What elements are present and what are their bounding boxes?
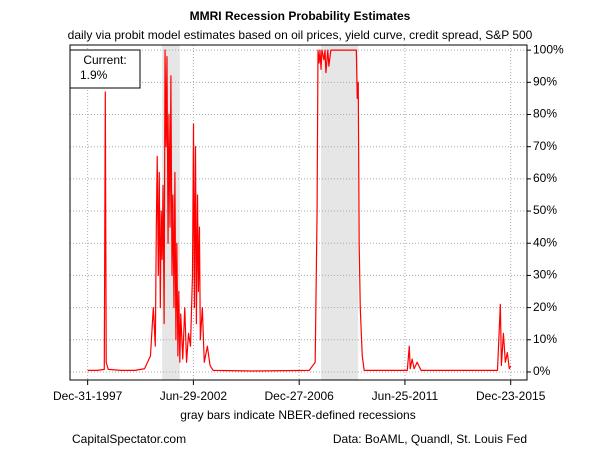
source-left: CapitalSpectator.com bbox=[72, 432, 186, 446]
y-tick-label: 50% bbox=[533, 203, 557, 217]
y-tick-label: 10% bbox=[533, 332, 557, 346]
plot-frame bbox=[69, 44, 528, 381]
recession-bar bbox=[321, 45, 359, 380]
annotation-label: Current: bbox=[83, 53, 126, 67]
y-tick-label: 100% bbox=[533, 42, 564, 56]
x-tick-label: Dec-27-2006 bbox=[264, 389, 334, 403]
y-tick-label: 90% bbox=[533, 75, 557, 89]
y-tick-label: 0% bbox=[533, 364, 551, 378]
y-tick-label: 40% bbox=[533, 235, 557, 249]
chart-subtitle: daily via probit model estimates based o… bbox=[68, 28, 533, 42]
annotation-value: 1.9% bbox=[80, 68, 108, 82]
data-line bbox=[87, 49, 512, 372]
x-tick-label: Jun-29-2002 bbox=[160, 389, 228, 403]
annotation-box bbox=[69, 49, 141, 89]
x-tick-label: Dec-31-1997 bbox=[53, 389, 123, 403]
y-tick-label: 30% bbox=[533, 268, 557, 282]
x-tick-label: Dec-23-2015 bbox=[476, 389, 546, 403]
y-tick-label: 70% bbox=[533, 139, 557, 153]
x-note: gray bars indicate NBER-defined recessio… bbox=[180, 408, 415, 422]
chart-title: MMRI Recession Probability Estimates bbox=[190, 9, 411, 23]
y-tick-label: 80% bbox=[533, 107, 557, 121]
y-tick-label: 20% bbox=[533, 300, 557, 314]
x-tick-label: Jun-25-2011 bbox=[372, 389, 439, 403]
source-right: Data: BoAML, Quandl, St. Louis Fed bbox=[333, 432, 527, 446]
y-tick-label: 60% bbox=[533, 171, 557, 185]
